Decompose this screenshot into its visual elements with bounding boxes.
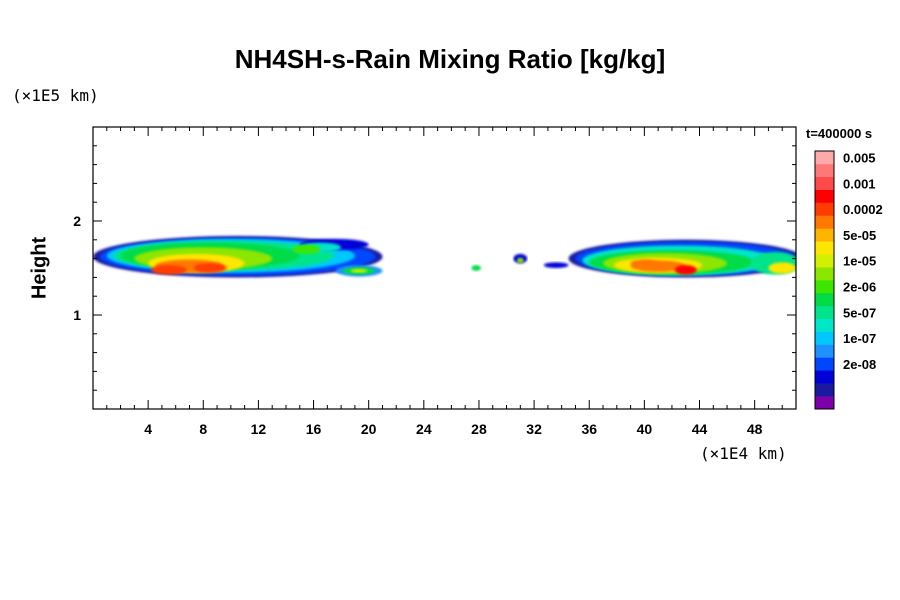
x-tick-label: 40 [637, 421, 653, 437]
colorbar-label: 1e-05 [843, 254, 876, 269]
small-patch-blob [350, 268, 368, 273]
colorbar-label: 1e-07 [843, 331, 876, 346]
colorbar-band [815, 396, 834, 410]
x-tick-label: 36 [581, 421, 597, 437]
colorbar-band [815, 228, 834, 242]
time-label: t=400000 s [806, 126, 873, 141]
x-tick-label: 4 [144, 421, 152, 437]
colorbar-label: 2e-06 [843, 279, 876, 294]
x-ticks: 4 8 12 16 20 24 28 32 36 40 44 48 [106, 127, 783, 437]
colorbar-label: 2e-08 [843, 357, 876, 372]
x-tick-label: 44 [692, 421, 708, 437]
x-tick-label: 24 [416, 421, 432, 437]
colorbar-band [815, 383, 834, 397]
colorbar-band [815, 202, 834, 216]
x-tick-label: 48 [747, 421, 763, 437]
isolated-cell-blob [471, 265, 482, 271]
x-tick-label: 32 [526, 421, 542, 437]
colorbar-band [815, 254, 834, 268]
chart-title: NH4SH-s-Rain Mixing Ratio [kg/kg] [234, 44, 666, 74]
x-tick-label: 12 [251, 421, 267, 437]
colorbar-label: 5e-05 [843, 228, 876, 243]
colorbar-band [815, 280, 834, 294]
x-exponent-label: (×1E4 km) [700, 444, 787, 463]
colorbar-band [815, 292, 834, 307]
colorbar: 0.005 0.001 0.0002 5e-05 1e-05 2e-06 5e-07 1e-0… [814, 150, 883, 410]
colorbar-label: 0.005 [843, 150, 876, 165]
isolated-cell-blob [516, 257, 524, 264]
colorbar-band [815, 151, 834, 165]
isolated-cell-blob [543, 262, 569, 268]
x-tick-label: 16 [306, 421, 322, 437]
colorbar-band [815, 241, 834, 255]
west-cluster-blob [193, 263, 227, 273]
colorbar-label: 5e-07 [843, 305, 876, 320]
colorbar-band [815, 331, 834, 345]
east-cluster-blob [630, 259, 659, 268]
colorbar-frame [814, 150, 835, 410]
colorbar-label: 0.001 [843, 176, 876, 191]
y-tick-label: 2 [73, 213, 81, 229]
colorbar-band [815, 318, 834, 332]
colorbar-band [815, 344, 834, 358]
streak-blob [292, 244, 321, 254]
x-tick-label: 20 [361, 421, 377, 437]
colorbar-band [815, 305, 834, 319]
y-exponent-label: (×1E5 km) [12, 86, 99, 105]
colorbar-band [815, 163, 834, 178]
west-cluster-blob [150, 265, 187, 275]
plot-frame [92, 126, 797, 410]
east-cluster-blob [768, 262, 796, 274]
east-cluster-blob [674, 265, 697, 275]
x-tick-label: 28 [471, 421, 487, 437]
colorbar-band [815, 357, 834, 371]
colorbar-label: 0.0002 [843, 202, 883, 217]
colorbar-band [815, 176, 834, 190]
colorbar-band [815, 267, 834, 281]
y-ticks: 12 [73, 145, 796, 391]
x-tick-label: 8 [199, 421, 207, 437]
field-layer [93, 236, 796, 278]
colorbar-band [815, 189, 834, 203]
colorbar-band [815, 370, 834, 384]
y-tick-label: 1 [73, 307, 81, 323]
colorbar-band [815, 215, 834, 229]
